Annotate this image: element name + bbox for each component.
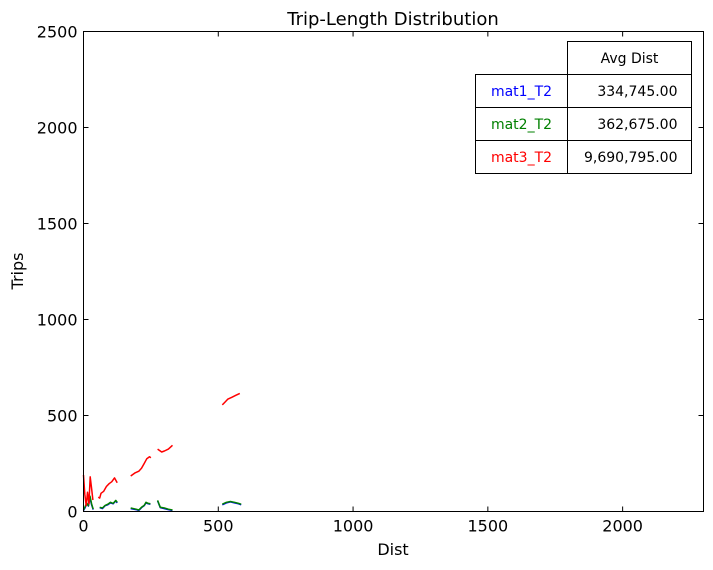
table-row-label-cell <box>475 74 568 108</box>
table-row-value: 334,745.00 <box>597 84 677 100</box>
series-line-mat3_T2-seg-4 <box>221 392 241 406</box>
table-row-value-cell <box>567 74 692 108</box>
y-tick-label: 2500 <box>37 23 78 42</box>
table-row-value: 9,690,795.00 <box>584 150 678 166</box>
table-row-label-cell <box>475 140 568 174</box>
chart-title: Trip-Length Distribution <box>286 9 499 30</box>
table-header-label: Avg Dist <box>601 51 659 67</box>
y-tick-label: 1000 <box>37 311 78 330</box>
table-row-value: 362,675.00 <box>597 117 677 133</box>
table-row-label: mat1_T2 <box>491 84 552 100</box>
series-line-mat2_T2-seg-2 <box>130 501 151 511</box>
x-tick-label: 2000 <box>602 517 643 536</box>
x-axis-label: Dist <box>377 540 408 559</box>
y-axis-label: Trips <box>8 253 27 291</box>
y-tick-label: 500 <box>47 407 78 426</box>
table-row-label: mat3_T2 <box>491 150 552 166</box>
x-tick-label: 0 <box>78 517 88 536</box>
table-header-cell <box>567 41 692 75</box>
series-line-mat2_T2-seg-1 <box>99 499 118 509</box>
table-row-value-cell <box>567 107 692 141</box>
series-layer <box>82 392 242 512</box>
x-tick-label: 500 <box>203 517 234 536</box>
y-tick-label: 2000 <box>37 119 78 138</box>
table-row-value-cell <box>567 140 692 174</box>
series-line-mat2_T2-seg-3 <box>156 500 173 511</box>
avg-dist-table: Avg Dist mat1_T2 334,745.00 mat2_T2 362,675.… <box>475 41 692 174</box>
x-tick-label: 1000 <box>333 517 374 536</box>
x-tick-label: 1500 <box>467 517 508 536</box>
axis-ticks: 0 500 1000 1500 2000 0 500 1000 1500 2000 2500 <box>37 23 704 536</box>
y-tick-label: 1500 <box>37 215 78 234</box>
table-row-label: mat2_T2 <box>491 117 552 133</box>
series-line-mat3_T2-seg-2 <box>130 456 152 477</box>
y-tick-label: 0 <box>67 503 77 522</box>
plot-frame <box>83 31 704 512</box>
series-line-mat2_T2-seg-0 <box>82 495 94 511</box>
series-line-mat3_T2-seg-3 <box>157 444 174 453</box>
series-line-mat2_T2-seg-4 <box>221 500 242 505</box>
series-line-mat3_T2-seg-0 <box>82 474 94 507</box>
series-line-mat3_T2-seg-1 <box>97 477 118 499</box>
